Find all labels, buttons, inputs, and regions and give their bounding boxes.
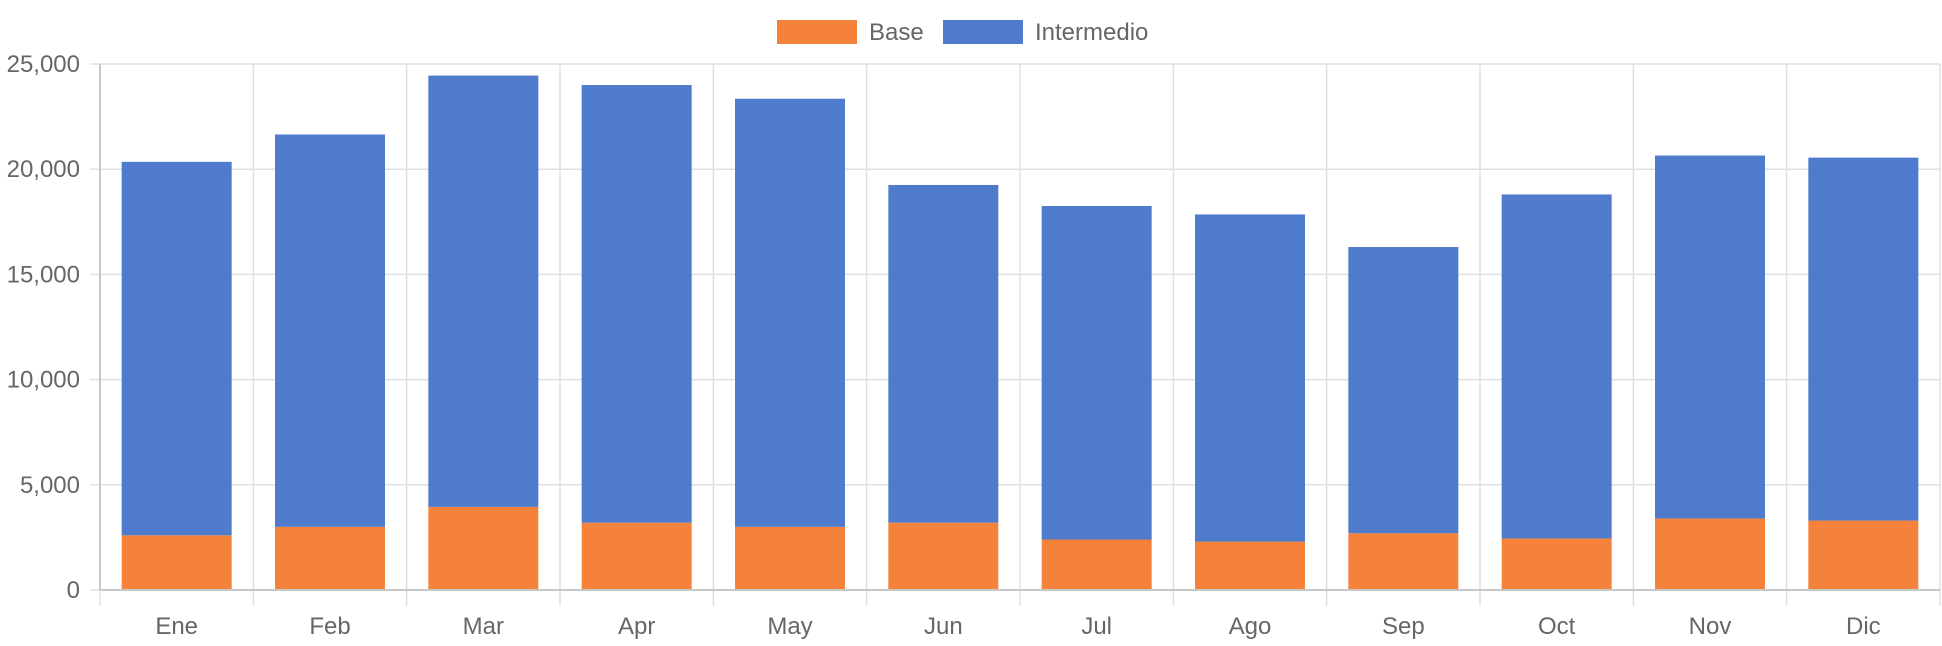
y-tick-label: 10,000 bbox=[7, 367, 80, 394]
legend-label: Intermedio bbox=[1035, 19, 1148, 46]
legend-swatch bbox=[777, 20, 857, 44]
bar-intermedio-dic[interactable] bbox=[1808, 157, 1919, 521]
y-tick-label: 5,000 bbox=[20, 472, 80, 499]
bar-base-oct[interactable] bbox=[1501, 538, 1612, 590]
legend-item-base[interactable]: Base bbox=[777, 19, 924, 46]
bar-base-may[interactable] bbox=[735, 526, 845, 590]
legend-swatch bbox=[943, 20, 1023, 44]
y-tick-label: 20,000 bbox=[7, 156, 80, 183]
bar-intermedio-mar[interactable] bbox=[428, 75, 539, 507]
bars bbox=[121, 75, 1919, 590]
legend: Base Intermedio bbox=[777, 19, 1148, 46]
x-axis-ticks: Ene Feb Mar Apr May Jun Jul Ago Sep Oct Nov Dic bbox=[155, 613, 1880, 640]
bar-intermedio-jul[interactable] bbox=[1041, 206, 1152, 540]
x-tick-label: Dic bbox=[1846, 613, 1881, 640]
bar-base-mar[interactable] bbox=[428, 506, 539, 590]
bar-base-ago[interactable] bbox=[1195, 541, 1305, 590]
y-tick-label: 15,000 bbox=[7, 261, 80, 288]
bar-base-sep[interactable] bbox=[1348, 533, 1459, 590]
x-tick-label: Mar bbox=[463, 613, 504, 640]
bar-intermedio-sep[interactable] bbox=[1348, 247, 1459, 534]
y-axis-ticks: 0 5,000 10,000 15,000 20,000 25,000 bbox=[7, 51, 80, 604]
x-tick-label: Ago bbox=[1229, 613, 1272, 640]
axes bbox=[99, 64, 1940, 591]
legend-label: Base bbox=[869, 19, 924, 46]
bar-base-nov[interactable] bbox=[1655, 518, 1765, 590]
x-tick-label: Feb bbox=[309, 613, 350, 640]
x-tick-label: Nov bbox=[1689, 613, 1732, 640]
bar-intermedio-nov[interactable] bbox=[1655, 155, 1765, 519]
x-tick-label: Jul bbox=[1081, 613, 1112, 640]
y-tick-label: 0 bbox=[67, 577, 80, 604]
y-tick-label: 25,000 bbox=[7, 51, 80, 78]
x-tick-label: Sep bbox=[1382, 613, 1425, 640]
bar-base-jul[interactable] bbox=[1041, 539, 1152, 590]
bar-base-jun[interactable] bbox=[888, 522, 999, 590]
bar-intermedio-ene[interactable] bbox=[121, 161, 232, 536]
bar-intermedio-may[interactable] bbox=[735, 98, 845, 527]
legend-item-intermedio[interactable]: Intermedio bbox=[943, 19, 1148, 46]
bar-base-dic[interactable] bbox=[1808, 520, 1919, 590]
x-tick-label: Apr bbox=[618, 613, 655, 640]
x-tick-label: May bbox=[767, 613, 812, 640]
bar-intermedio-apr[interactable] bbox=[581, 85, 692, 523]
bar-base-feb[interactable] bbox=[275, 526, 385, 590]
bar-intermedio-oct[interactable] bbox=[1501, 194, 1612, 539]
bar-base-apr[interactable] bbox=[581, 522, 692, 590]
bar-intermedio-feb[interactable] bbox=[275, 134, 385, 527]
x-tick-label: Jun bbox=[924, 613, 963, 640]
bar-base-ene[interactable] bbox=[121, 535, 232, 590]
bar-intermedio-jun[interactable] bbox=[888, 184, 999, 523]
x-tick-label: Ene bbox=[155, 613, 198, 640]
x-tick-label: Oct bbox=[1538, 613, 1576, 640]
bar-intermedio-ago[interactable] bbox=[1195, 214, 1305, 542]
